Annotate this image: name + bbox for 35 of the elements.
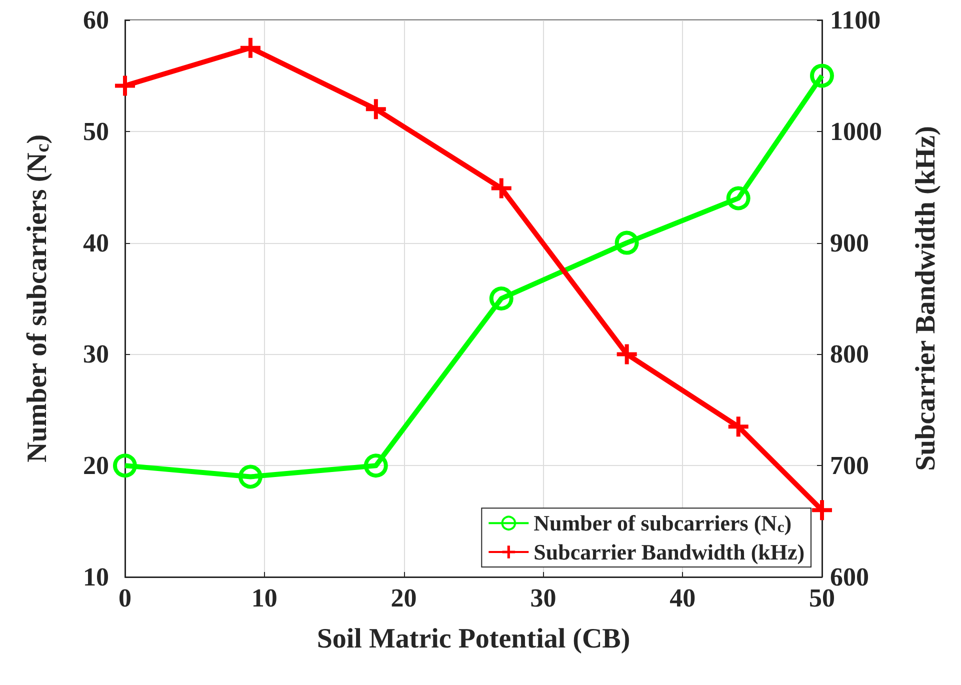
legend-label: Number of subcarriers (Nc) bbox=[534, 510, 792, 536]
y-tick-label: 50 bbox=[83, 116, 109, 146]
point bbox=[614, 230, 639, 255]
point bbox=[489, 286, 514, 310]
point bbox=[810, 64, 834, 88]
y2-axis-title: Subcarrier Bandwidth (kHz) bbox=[910, 126, 942, 471]
point bbox=[812, 500, 832, 520]
y2-tick-label: 900 bbox=[830, 228, 869, 258]
y2-tick-label: 800 bbox=[830, 340, 869, 369]
point bbox=[364, 454, 388, 478]
point bbox=[115, 76, 135, 96]
legend-label: Subcarrier Bandwidth (kHz) bbox=[534, 540, 805, 564]
y-axis-title: Number of subcarriers (Nc) bbox=[22, 134, 54, 462]
x-tick-label: 20 bbox=[390, 584, 417, 612]
y-tick-label: 60 bbox=[83, 6, 109, 34]
x-tick-label: 10 bbox=[251, 584, 278, 612]
y-tick-label: 20 bbox=[83, 451, 109, 480]
x-tick-label: 30 bbox=[530, 584, 556, 612]
x-tick-label: 0 bbox=[118, 584, 132, 612]
x-tick-label: 40 bbox=[670, 584, 696, 612]
y2-tick-label: 1000 bbox=[830, 116, 882, 146]
point bbox=[726, 186, 750, 210]
y2-tick-label: 1100 bbox=[830, 6, 881, 34]
point bbox=[491, 178, 512, 198]
y-tick-label: 40 bbox=[83, 228, 109, 258]
point bbox=[238, 464, 262, 489]
point bbox=[113, 454, 137, 478]
point bbox=[616, 344, 637, 364]
point bbox=[366, 99, 386, 120]
point bbox=[728, 416, 748, 437]
point bbox=[240, 38, 260, 58]
x-axis-title: Soil Matric Potential (CB) bbox=[316, 624, 630, 654]
y2-tick-label: 700 bbox=[830, 451, 869, 480]
y-tick-label: 30 bbox=[83, 340, 109, 369]
y-tick-label: 10 bbox=[83, 562, 109, 592]
